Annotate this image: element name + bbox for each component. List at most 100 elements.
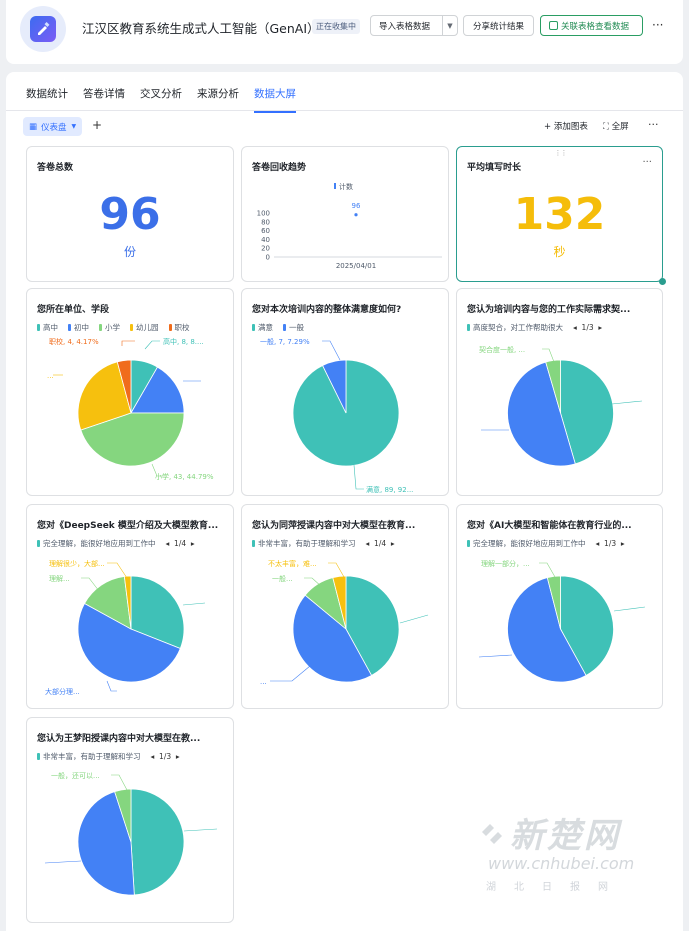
caret-right-icon[interactable]: ▸ <box>598 323 603 332</box>
legend-item[interactable]: 一般 <box>283 322 304 333</box>
trend-card[interactable]: 答卷回收趋势 计数 100 80 60 40 20 0 2025/04/01 96 <box>241 146 449 282</box>
legend-item[interactable]: 幼儿园 <box>130 322 159 333</box>
pie-slice[interactable] <box>322 359 347 414</box>
legend: 高度契合，对工作帮助很大 ◂ 1/3 ▸ <box>467 322 602 333</box>
pie-slice[interactable] <box>507 361 576 467</box>
legend-swatch <box>37 540 40 547</box>
legend-item[interactable]: 非常丰富，有助于理解和学习 <box>37 751 141 762</box>
caret-left-icon[interactable]: ◂ <box>365 539 370 548</box>
card-title: 您对《AI大模型和智能体在教育行业的... <box>467 521 632 531</box>
caret-left-icon[interactable]: ◂ <box>165 539 170 548</box>
page-indicator: 1/3 <box>604 539 617 548</box>
caret-right-icon[interactable]: ▸ <box>190 539 195 548</box>
legend-pager[interactable]: ◂ 1/4 ▸ <box>166 539 195 548</box>
data-label: 理解一部分，... <box>481 559 530 568</box>
tab-data-screen[interactable]: 数据大屏 <box>254 86 296 113</box>
legend-item[interactable]: 完全理解，能很好地应用到工作中 <box>37 538 156 549</box>
pie-chart: 契合度一般, ... <box>479 345 643 467</box>
pie-card-tongping[interactable]: 您认为同萍授课内容中对大模型在教育... 非常丰富，有助于理解和学习 ◂ 1/4… <box>241 504 449 709</box>
card-title: 您认为培训内容与您的工作实际需求契... <box>467 305 631 315</box>
chevron-down-icon[interactable]: ▼ <box>447 21 453 30</box>
pie-slice[interactable] <box>130 788 185 896</box>
pie-slice[interactable] <box>546 575 561 630</box>
pie-chart: 一般, 7, 7.29% 满意, 89, 92... <box>260 337 413 494</box>
total-responses-card[interactable]: 答卷总数 96 份 <box>26 146 234 282</box>
pie-chart: 一般，还可以... <box>44 771 218 896</box>
pie-slice[interactable] <box>116 359 132 414</box>
tab-cross-analysis[interactable]: 交叉分析 <box>140 88 182 100</box>
pie-card-deepseek[interactable]: 您对《DeepSeek 模型介绍及大模型教育... 完全理解，能很好地应用到工作… <box>26 504 234 709</box>
tab-source-analysis[interactable]: 来源分析 <box>197 88 239 100</box>
more-icon[interactable]: ··· <box>642 157 652 168</box>
caret-right-icon[interactable]: ▸ <box>175 752 180 761</box>
tab-response-details[interactable]: 答卷详情 <box>83 88 125 100</box>
add-dashboard-icon[interactable]: + <box>92 118 103 132</box>
pie-card-ai-agents[interactable]: 您对《AI大模型和智能体在教育行业的... 完全理解，能很好地应用到工作中 ◂ … <box>456 504 663 709</box>
main-panel: 数据统计 答卷详情 交叉分析 来源分析 数据大屏 ▦ 仪表盘 ▼ + + 添加图… <box>6 72 683 931</box>
more-icon[interactable]: ··· <box>648 118 659 131</box>
caret-right-icon[interactable]: ▸ <box>390 539 395 548</box>
legend: 完全理解，能很好地应用到工作中 ◂ 1/4 ▸ <box>37 538 195 549</box>
legend-pager[interactable]: ◂ 1/4 ▸ <box>366 539 395 548</box>
pie-slice[interactable] <box>77 791 135 896</box>
pie-slice[interactable] <box>84 575 132 630</box>
import-data-button[interactable]: 导入表格数据 ▼ <box>370 15 458 36</box>
pie-slice[interactable] <box>332 575 347 630</box>
legend-swatch <box>467 324 470 331</box>
pie-slice[interactable] <box>560 575 614 676</box>
y-tick-label: 20 <box>261 245 270 253</box>
data-label: 小学, 43, 44.79% <box>155 472 214 481</box>
pie-slice[interactable] <box>130 575 185 650</box>
card-title: 您认为同萍授课内容中对大模型在教育... <box>252 521 416 531</box>
legend: 完全理解，能很好地应用到工作中 ◂ 1/3 ▸ <box>467 538 625 549</box>
legend-item[interactable]: 职校 <box>168 322 190 333</box>
share-results-button[interactable]: 分享统计结果 <box>463 15 534 36</box>
page-indicator: 1/3 <box>159 752 172 761</box>
pie-slice[interactable] <box>345 575 400 676</box>
legend-item[interactable]: 完全理解，能很好地应用到工作中 <box>467 538 586 549</box>
data-label: 一般, 7, 7.29% <box>260 337 310 346</box>
legend-pager[interactable]: ◂ 1/3 ▸ <box>573 323 602 332</box>
legend-item[interactable]: 高中 <box>37 322 58 333</box>
legend-pager[interactable]: ◂ 1/3 ▸ <box>596 539 625 548</box>
data-label: 高中, 8, 8.... <box>163 337 204 346</box>
pie-slice[interactable] <box>77 361 132 431</box>
pie-slice[interactable] <box>130 366 185 414</box>
pie-slice[interactable] <box>507 577 587 683</box>
pie-slice[interactable] <box>545 359 561 414</box>
link-table-label: 关联表格查看数据 <box>561 21 630 32</box>
legend-item[interactable]: 高度契合，对工作帮助很大 <box>467 322 563 333</box>
caret-left-icon[interactable]: ◂ <box>595 539 600 548</box>
drag-handle-icon[interactable]: ⋮⋮ <box>554 149 568 157</box>
add-chart-button[interactable]: + 添加图表 <box>544 120 588 132</box>
legend-item[interactable]: 非常丰富，有助于理解和学习 <box>252 538 356 549</box>
legend-pager[interactable]: ◂ 1/3 ▸ <box>151 752 180 761</box>
data-point <box>354 213 358 217</box>
avg-duration-card[interactable]: ⋮⋮ 平均填写时长 ··· 132 秒 <box>456 146 666 285</box>
pie-slice[interactable] <box>292 594 373 683</box>
caret-left-icon[interactable]: ◂ <box>573 323 577 332</box>
pie-slice[interactable] <box>114 788 132 843</box>
pie-slice[interactable] <box>80 412 185 467</box>
tab-statistics[interactable]: 数据统计 <box>26 88 68 100</box>
resize-handle[interactable] <box>659 278 666 285</box>
pie-slice[interactable] <box>123 575 132 630</box>
link-table-button[interactable]: 关联表格查看数据 <box>540 15 643 36</box>
more-icon[interactable]: ··· <box>652 18 664 32</box>
legend-item[interactable]: 小学 <box>99 322 120 333</box>
pie-card-unit[interactable]: 您所在单位、学段 高中 初中 小学 幼儿园 职校 职校, 4, 4.17% 高中… <box>26 288 234 496</box>
dashboard-selector[interactable]: ▦ 仪表盘 ▼ <box>23 117 83 136</box>
pie-card-wangmengyang[interactable]: 您认为王梦阳授课内容中对大模型在教... 非常丰富，有助于理解和学习 ◂ 1/3… <box>26 717 234 923</box>
pie-card-satisfaction[interactable]: 您对本次培训内容的整体满意度如何? 满意 一般 一般, 7, 7.29% 满意,… <box>241 288 449 496</box>
legend-item[interactable]: 满意 <box>252 322 273 333</box>
pie-slice[interactable] <box>77 602 181 683</box>
pie-card-relevance[interactable]: 您认为培训内容与您的工作实际需求契... 高度契合，对工作帮助很大 ◂ 1/3 … <box>456 288 663 496</box>
legend-swatch <box>283 324 286 331</box>
caret-right-icon[interactable]: ▸ <box>620 539 625 548</box>
pie-slice[interactable] <box>560 359 614 465</box>
legend-item[interactable]: 初中 <box>68 322 89 333</box>
legend-swatch <box>168 324 172 331</box>
caret-left-icon[interactable]: ◂ <box>150 752 155 761</box>
data-label: 不太丰富，难... <box>268 559 317 568</box>
fullscreen-button[interactable]: ⛶ 全屏 <box>603 120 629 132</box>
